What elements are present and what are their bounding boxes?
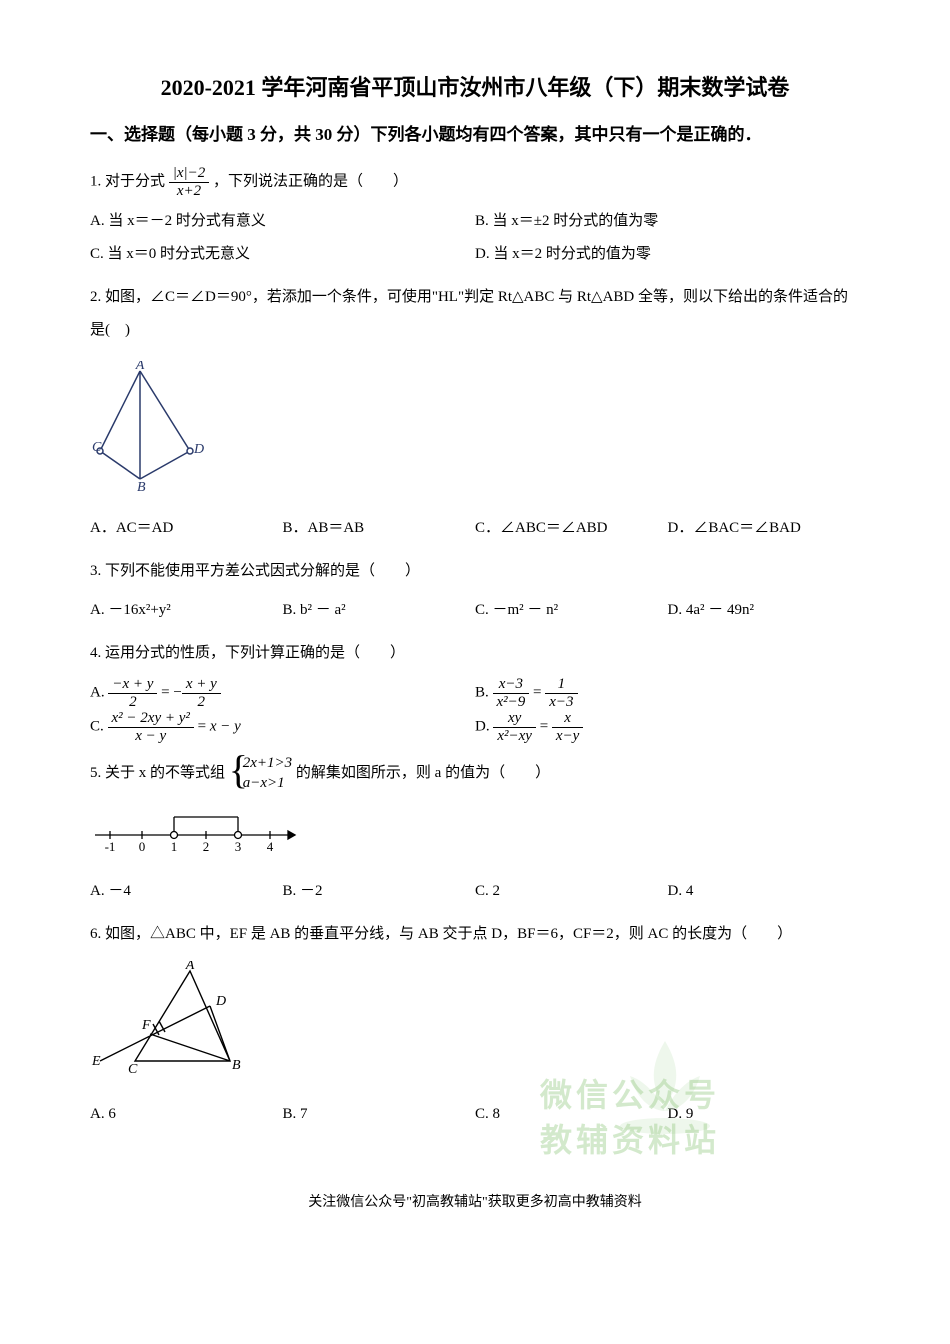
question-4: 4. 运用分式的性质，下列计算正确的是（ ） A. −x + y2 = −x +… [90,637,860,744]
svg-text:E: E [91,1054,101,1069]
q5-system: 2x+1>3 a−x>1 [229,754,292,793]
svg-text:F: F [141,1018,151,1033]
q2-label-d: D [193,442,204,457]
q1-options-2: C. 当 x＝0 时分式无意义 D. 当 x＝2 时分式的值为零 [90,238,860,271]
page-footer: 关注微信公众号"初高教辅站"获取更多初高中教辅资料 [90,1191,860,1211]
q3-opt-b: B. b² － a² [283,594,476,627]
q1-frac-num: |x|−2 [169,165,210,183]
q6-options: A. 6 B. 7 C. 8 D. 9 [90,1098,860,1131]
q5-opt-c: C. 2 [475,875,668,908]
exam-page: 2020-2021 学年河南省平顶山市汝州市八年级（下）期末数学试卷 一、选择题… [0,0,950,1251]
q2-label-a: A [135,361,145,373]
q2-options: A．AC＝AD B．AB＝AB C．∠ABC＝∠ABD D．∠BAC＝∠BAD [90,512,860,545]
svg-text:C: C [128,1062,138,1077]
q1-stem: 1. 对于分式 |x|−2 x+2 ，下列说法正确的是（ ） [90,165,860,199]
svg-text:2: 2 [203,839,210,854]
q6-stem: 6. 如图，△ABC 中，EF 是 AB 的垂直平分线，与 AB 交于点 D，B… [90,918,860,951]
svg-text:3: 3 [235,839,242,854]
svg-text:4: 4 [267,839,274,854]
q1-opt-c: C. 当 x＝0 时分式无意义 [90,238,475,271]
q6-opt-d: D. 9 [668,1098,861,1131]
q5-suffix: 的解集如图所示，则 a 的值为（ ） [296,765,550,781]
q3-opt-d: D. 4a² － 49n² [668,594,861,627]
question-3: 3. 下列不能使用平方差公式因式分解的是（ ） A. －16x²+y² B. b… [90,555,860,627]
q2-opt-c: C．∠ABC＝∠ABD [475,512,668,545]
q1-suffix: ，下列说法正确的是（ ） [213,173,408,189]
q5-options: A. －4 B. －2 C. 2 D. 4 [90,875,860,908]
q3-opt-c: C. －m² － n² [475,594,668,627]
q5-opt-d: D. 4 [668,875,861,908]
svg-text:-1: -1 [105,839,116,854]
q2-opt-b: B．AB＝AB [283,512,476,545]
q1-options: A. 当 x＝－2 时分式有意义 B. 当 x＝±2 时分式的值为零 [90,205,860,238]
q5-stem: 5. 关于 x 的不等式组 2x+1>3 a−x>1 的解集如图所示，则 a 的… [90,754,860,793]
svg-text:D: D [215,994,226,1009]
q4-opt-b: B. x−3x²−9 = 1x−3 [475,676,860,710]
q1-fraction: |x|−2 x+2 [169,165,210,199]
q2-opt-a: A．AC＝AD [90,512,283,545]
q4-opt-d: D. xyx²−xy = xx−y [475,710,860,744]
q5-opt-b: B. －2 [283,875,476,908]
q1-opt-b: B. 当 x＝±2 时分式的值为零 [475,205,860,238]
q1-opt-a: A. 当 x＝－2 时分式有意义 [90,205,475,238]
q6-opt-c: C. 8 [475,1098,668,1131]
section-header: 一、选择题（每小题 3 分，共 30 分）下列各小题均有四个答案，其中只有一个是… [90,120,860,145]
q1-frac-den: x+2 [169,183,210,200]
q4-opt-c: C. x² − 2xy + y²x − y = x − y [90,710,475,744]
q3-stem: 3. 下列不能使用平方差公式因式分解的是（ ） [90,555,860,588]
question-2: 2. 如图，∠C＝∠D＝90°，若添加一个条件，可使用"HL"判定 Rt△ABC… [90,281,860,545]
question-5: 5. 关于 x 的不等式组 2x+1>3 a−x>1 的解集如图所示，则 a 的… [90,754,860,908]
question-6: 6. 如图，△ABC 中，EF 是 AB 的垂直平分线，与 AB 交于点 D，B… [90,918,860,1131]
q5-numberline: -1 0 1 2 3 4 [90,805,310,860]
q6-opt-b: B. 7 [283,1098,476,1131]
q4-opt-a: A. −x + y2 = −x + y2 [90,676,475,710]
q2-label-c: C [92,440,102,455]
q2-label-b: B [137,480,146,491]
svg-text:1: 1 [171,839,178,854]
q5-opt-a: A. －4 [90,875,283,908]
q6-figure: A B C D E F [90,961,260,1081]
q4-options-2: C. x² − 2xy + y²x − y = x − y D. xyx²−xy… [90,710,860,744]
q3-opt-a: A. －16x²+y² [90,594,283,627]
q2-figure: A C D B [90,361,210,491]
q2-opt-d: D．∠BAC＝∠BAD [668,512,861,545]
svg-text:0: 0 [139,839,146,854]
svg-text:B: B [232,1058,241,1073]
svg-text:A: A [185,961,195,973]
q1-prefix: 1. 对于分式 [90,173,169,189]
question-1: 1. 对于分式 |x|−2 x+2 ，下列说法正确的是（ ） A. 当 x＝－2… [90,165,860,271]
exam-title: 2020-2021 学年河南省平顶山市汝州市八年级（下）期末数学试卷 [90,70,860,102]
q5-prefix: 5. 关于 x 的不等式组 [90,765,229,781]
q6-opt-a: A. 6 [90,1098,283,1131]
q4-stem: 4. 运用分式的性质，下列计算正确的是（ ） [90,637,860,670]
q3-options: A. －16x²+y² B. b² － a² C. －m² － n² D. 4a… [90,594,860,627]
q2-stem: 2. 如图，∠C＝∠D＝90°，若添加一个条件，可使用"HL"判定 Rt△ABC… [90,281,860,347]
q1-opt-d: D. 当 x＝2 时分式的值为零 [475,238,860,271]
q4-options-1: A. −x + y2 = −x + y2 B. x−3x²−9 = 1x−3 [90,676,860,710]
